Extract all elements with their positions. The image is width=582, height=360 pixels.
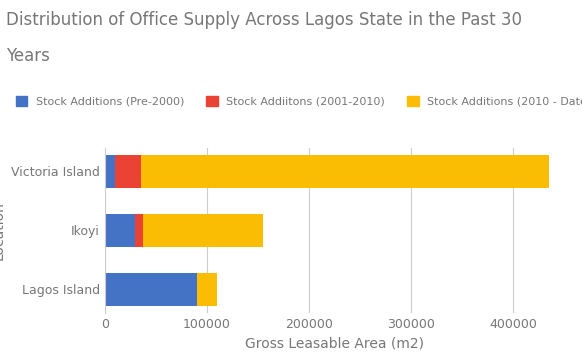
Y-axis label: Location: Location: [0, 201, 5, 260]
Text: Years: Years: [6, 47, 49, 65]
X-axis label: Gross Leasable Area (m2): Gross Leasable Area (m2): [245, 337, 424, 351]
Bar: [140, 155, 549, 188]
Legend: Stock Additions (Pre-2000), Stock Addiitons (2001-2010), Stock Additions (2010 -: Stock Additions (Pre-2000), Stock Addiit…: [12, 92, 582, 111]
Bar: [197, 273, 217, 306]
Bar: [105, 214, 136, 247]
Text: Distribution of Office Supply Across Lagos State in the Past 30: Distribution of Office Supply Across Lag…: [6, 11, 522, 29]
Bar: [105, 273, 197, 306]
Bar: [136, 214, 143, 247]
Bar: [105, 155, 115, 188]
Bar: [115, 155, 140, 188]
Bar: [143, 214, 263, 247]
